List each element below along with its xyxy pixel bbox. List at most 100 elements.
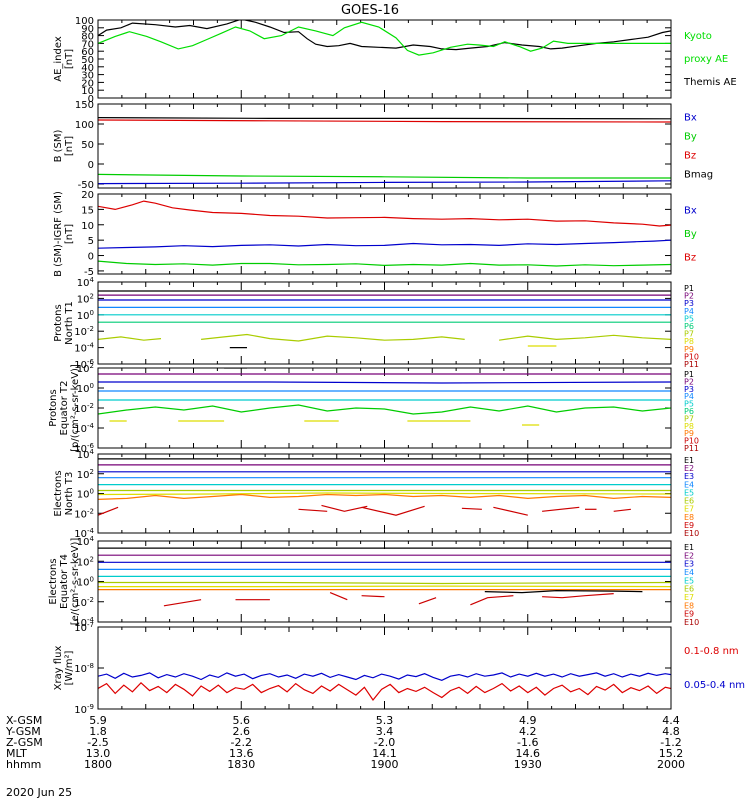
y-axis-label: Equator T4 [59,554,70,609]
y-tick-label: 20 [81,190,94,201]
series-line-p7 [201,333,465,342]
legend-entry: By [684,229,697,240]
series-line-e9 [361,505,425,516]
x-table-value: 14.6 [516,747,541,760]
x-table-value: 3.4 [376,725,394,738]
y-axis-label: [W/m²] [64,650,75,685]
legend-entry: Bmag [684,170,713,181]
series-line-kyoto-proxy-ae [98,21,671,56]
y-axis-label: [nT] [64,49,75,69]
x-table-value: -1.2 [660,736,681,749]
legend-entry: P8 [684,337,694,346]
series-line-e9 [470,595,514,606]
y-tick-label: 150 [75,100,94,111]
y-tick-label: 0 [88,94,94,105]
legend-entry: P9 [684,345,694,354]
y-tick-label: 15 [81,205,94,216]
series-line-e9 [613,508,631,512]
y-tick-label: 50 [81,140,94,151]
panel-series-group [98,20,671,56]
series-line-e9 [542,593,614,599]
legend-entry: P5 [684,400,694,409]
series-line-e9 [493,506,528,516]
y-axis-label: Electrons [53,470,64,516]
y-tick-label: 40 [81,63,94,74]
legend-entry: E3 [684,560,694,569]
y-axis-label: North T1 [64,301,75,345]
panel-series-group [98,290,671,349]
x-table-value: 2.6 [233,725,251,738]
x-table-value: 1830 [227,758,255,771]
legend-entry: E9 [684,610,694,619]
y-tick-label: 104 [77,276,95,289]
legend-entry: E3 [684,472,694,481]
legend-entry: P2 [684,292,694,301]
series-line-e9 [542,506,580,512]
y-tick-label: 10-2 [74,507,94,520]
x-table-value: 1930 [514,758,542,771]
series-line-p6 [98,404,671,415]
y-tick-label: 0 [88,252,94,263]
legend-entry: P5 [684,314,694,323]
x-table-value: 14.1 [372,747,397,760]
panel-frame [97,626,672,710]
series-line-bx [98,180,671,185]
series-line-p3 [98,381,671,384]
x-table-value: 4.4 [662,714,680,727]
y-axis-label: B (SM)-IGRF (SM) [53,191,64,277]
x-table-value: 4.9 [519,714,537,727]
legend-entry: P2 [684,377,694,386]
x-table-value: 1.8 [89,725,107,738]
y-tick-label: 100 [77,309,94,322]
legend-entry: Themis AE [683,77,737,88]
x-table-value: -2.5 [87,736,108,749]
series-line-e7 [98,585,671,588]
legend-entry: E6 [684,497,694,506]
legend-entry: P4 [684,307,694,316]
x-table-value: 13.0 [86,747,111,760]
series-line-bmag [98,117,671,120]
series-line-bz [98,119,671,123]
legend-entry: E2 [684,464,694,473]
y-tick-label: 50 [81,55,94,66]
series-line-p7 [499,334,671,341]
panel-frame [97,453,672,534]
legend-entry: E2 [684,551,694,560]
y-axis-label: Equator T2 [59,381,70,436]
y-axis-label: North T3 [64,472,75,516]
y-tick-label: 104 [77,448,95,461]
y-tick-label: 20 [81,78,94,89]
legend-entry: P7 [684,414,694,423]
legend-entry: P6 [684,322,694,331]
series-line-0-05-0-4-nm [98,672,671,681]
x-table-row-label: hhmm [6,758,41,771]
x-table-value: 5.6 [233,714,251,727]
legend-entry: P1 [684,370,694,379]
legend-entry: P10 [684,352,699,361]
legend-entry: P11 [684,444,699,453]
legend-entry: P7 [684,330,694,339]
series-line-e9 [98,506,119,516]
series-line-e9 [461,507,482,510]
x-table-row-label: X-GSM [6,714,42,727]
series-line-e6 [98,581,671,585]
panel-series-group [98,200,671,267]
y-tick-label: 80 [81,32,94,43]
y-axis-label: AE_index [53,36,64,82]
x-table-row-label: Z-GSM [6,736,43,749]
x-table-value: 4.8 [662,725,680,738]
y-axis-label: [nT] [64,224,75,244]
legend-entry: E10 [684,618,699,627]
y-axis-label: [e/(cm²-s-sr-keV)] [70,538,81,626]
y-tick-label: 10-7 [74,621,94,634]
legend-entry: P11 [684,360,699,369]
legend-entry: proxy AE [684,54,728,65]
y-tick-label: 10-4 [74,342,94,355]
legend-entry: P3 [684,385,694,394]
legend-entry: P4 [684,392,694,401]
y-axis-label: [p/(cm²-s-sr-keV)] [70,364,81,452]
legend-entry: E4 [684,568,694,577]
